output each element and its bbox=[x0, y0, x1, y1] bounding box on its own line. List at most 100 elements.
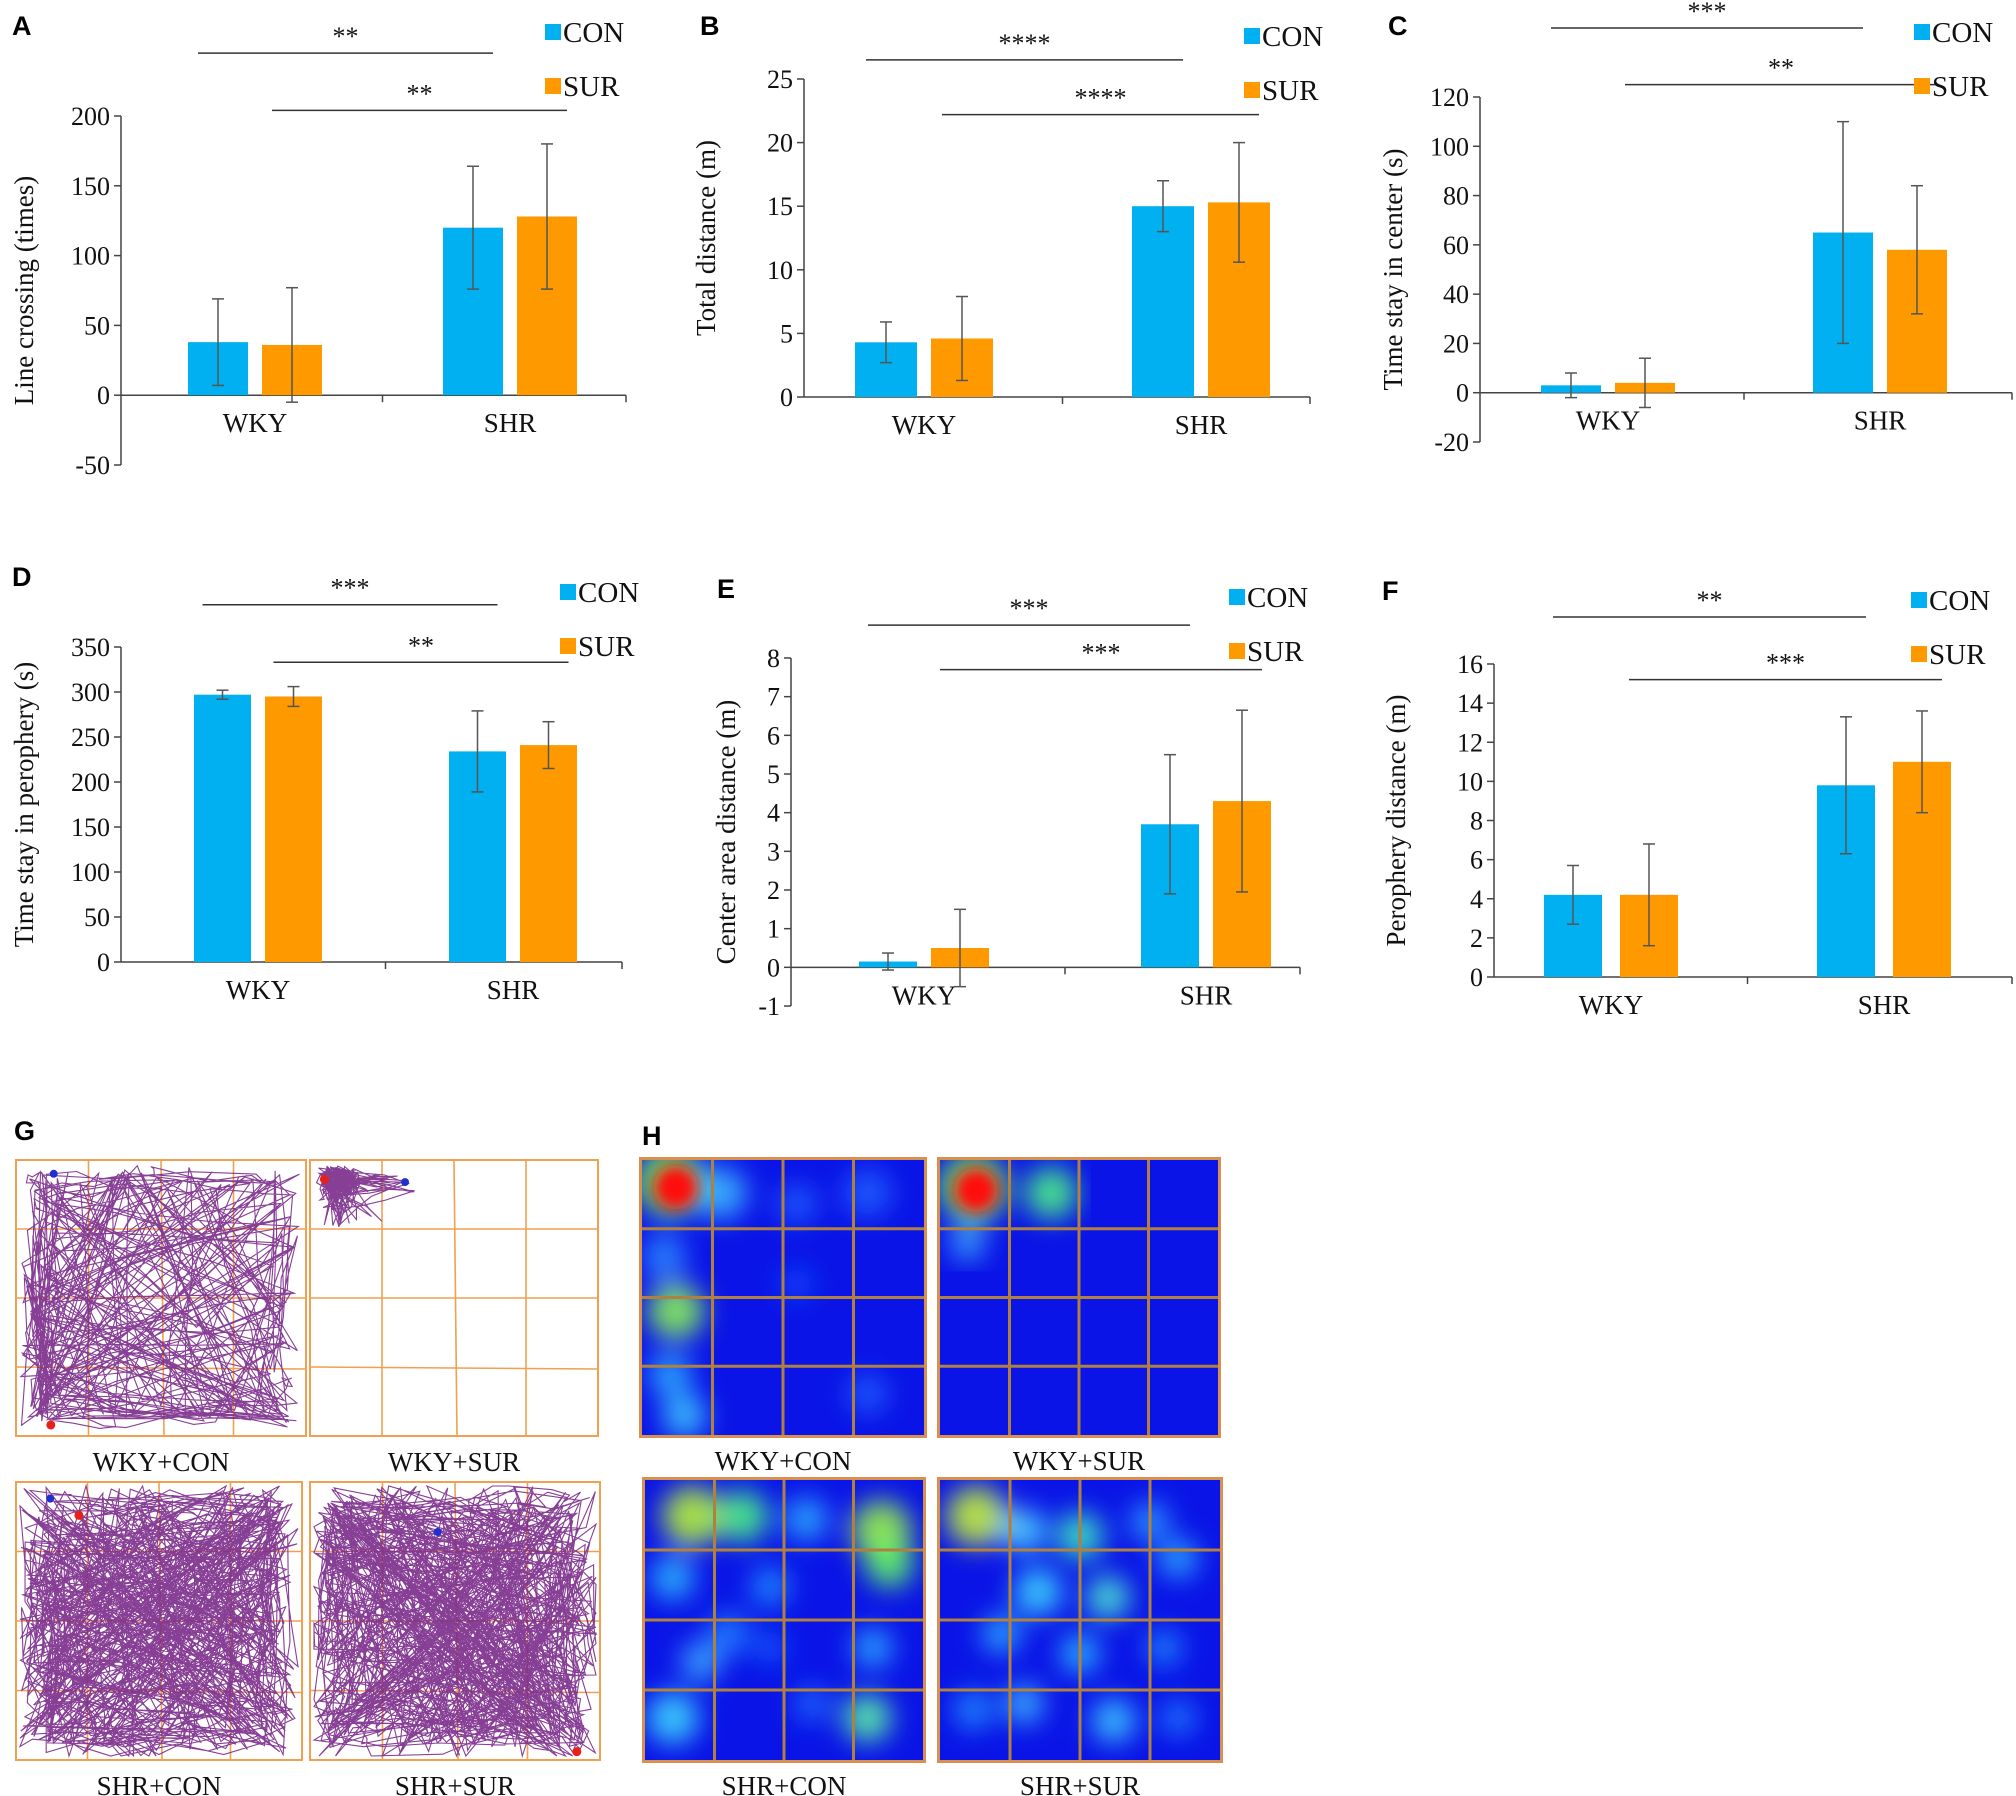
y-tick-label: 200 bbox=[71, 768, 110, 797]
significance-bracket: *** bbox=[1629, 649, 1942, 680]
y-tick-label: 0 bbox=[97, 948, 110, 977]
y-tick-label: -50 bbox=[75, 451, 110, 480]
y-tick-label: 120 bbox=[1430, 83, 1469, 112]
y-tick-label: 12 bbox=[1457, 728, 1483, 757]
legend-item-sur: SUR bbox=[1911, 639, 1986, 671]
significance-bracket: ** bbox=[1625, 54, 1937, 85]
y-tick-label: 25 bbox=[767, 65, 793, 94]
y-axis-label: Line crossing (times) bbox=[9, 176, 39, 405]
legend-label: CON bbox=[578, 577, 639, 609]
y-tick-label: 60 bbox=[1443, 231, 1469, 260]
y-tick-label: 2 bbox=[1470, 924, 1483, 953]
y-tick-label: 50 bbox=[84, 311, 110, 340]
legend-item-con: CON bbox=[545, 17, 624, 49]
bar-con-shr bbox=[1132, 206, 1194, 397]
legend-label: CON bbox=[1247, 582, 1308, 614]
y-tick-label: 250 bbox=[71, 723, 110, 752]
legend-item-con: CON bbox=[560, 577, 639, 609]
error-bar-con-wky bbox=[1565, 373, 1577, 398]
y-axis-label: Time stay in perophery (s) bbox=[9, 662, 39, 947]
chart-c: CTime stay in center (s)-200204060801001… bbox=[1378, 0, 2012, 457]
legend-swatch bbox=[1244, 82, 1260, 98]
significance-label: **** bbox=[1075, 84, 1127, 113]
legend-swatch bbox=[1911, 592, 1927, 608]
legend-label: CON bbox=[1262, 21, 1323, 53]
figure: ALine crossing (times)-50050100150200WKY… bbox=[0, 0, 2016, 1796]
map-caption: SHR+CON bbox=[97, 1771, 222, 1796]
significance-label: ** bbox=[333, 22, 359, 51]
y-axis-label: Total distance (m) bbox=[691, 140, 721, 336]
end-marker bbox=[46, 1495, 54, 1503]
map-caption: WKY+SUR bbox=[1013, 1446, 1145, 1476]
significance-bracket: **** bbox=[866, 29, 1183, 60]
category-label-wky: WKY bbox=[226, 975, 290, 1005]
y-tick-label: 8 bbox=[767, 644, 780, 673]
y-tick-label: 1 bbox=[767, 915, 780, 944]
chart-f: F Perophery distance (m) 0 2 4 6 8 10 12 14 16 WKY S… bbox=[1381, 576, 2012, 1020]
y-tick-label: 4 bbox=[767, 799, 780, 828]
y-tick-label: 7 bbox=[767, 683, 780, 712]
significance-bracket: *** bbox=[1551, 0, 1863, 28]
y-tick-label: 6 bbox=[1470, 846, 1483, 875]
heat-map-wky-sur: WKY+SUR bbox=[937, 1154, 1221, 1477]
y-tick-label: 300 bbox=[71, 678, 110, 707]
significance-label: ** bbox=[1697, 586, 1723, 615]
significance-bracket: ** bbox=[1553, 586, 1866, 617]
legend-item-con: CON bbox=[1914, 17, 1993, 49]
track-map-wky-sur: WKY+SUR bbox=[310, 1160, 598, 1477]
significance-bracket: ** bbox=[272, 79, 567, 110]
category-label-shr: SHR bbox=[1180, 980, 1233, 1010]
y-tick-label: 15 bbox=[767, 192, 793, 221]
legend-swatch bbox=[560, 638, 576, 654]
category-label-shr: SHR bbox=[1854, 406, 1907, 436]
y-tick-label: 40 bbox=[1443, 280, 1469, 309]
y-tick-label: 0 bbox=[767, 953, 780, 982]
chart-d: D Time stay in perophery (s) 0 50 100 150 200 2… bbox=[9, 562, 639, 1005]
category-label-shr: SHR bbox=[484, 408, 537, 438]
start-marker bbox=[46, 1420, 55, 1429]
y-tick-label: 8 bbox=[1470, 807, 1483, 836]
category-label-wky: WKY bbox=[892, 980, 956, 1010]
panel-g-track-plots: G WKY+CON WKY+SUR SHR+CON SHR+SUR bbox=[14, 1116, 600, 1796]
y-tick-label: 100 bbox=[1430, 132, 1469, 161]
panel-label-c: C bbox=[1388, 11, 1408, 41]
legend-label: SUR bbox=[578, 631, 635, 663]
chart-a: A Line crossing (times) -50 0 50 100 150 200 WKY… bbox=[9, 11, 626, 480]
bar-sur-wky bbox=[265, 697, 322, 963]
significance-label: *** bbox=[1766, 649, 1805, 678]
start-marker bbox=[74, 1511, 83, 1520]
start-marker bbox=[320, 1175, 329, 1184]
y-tick-label: -20 bbox=[1434, 428, 1469, 457]
panel-label-b: B bbox=[700, 11, 720, 41]
panel-label-f: F bbox=[1382, 576, 1399, 606]
y-tick-label: 0 bbox=[1456, 379, 1469, 408]
y-tick-label: 20 bbox=[1443, 329, 1469, 358]
heat-map-shr-sur: SHR+SUR bbox=[937, 1477, 1223, 1796]
y-tick-label: 4 bbox=[1470, 885, 1483, 914]
legend-label: SUR bbox=[563, 71, 620, 103]
panel-label-a: A bbox=[12, 11, 32, 41]
category-label-shr: SHR bbox=[487, 975, 540, 1005]
legend-label: SUR bbox=[1247, 636, 1304, 668]
legend-label: SUR bbox=[1262, 75, 1319, 107]
legend-swatch bbox=[1914, 24, 1930, 40]
panel-label-d: D bbox=[12, 562, 32, 592]
significance-label: *** bbox=[1010, 594, 1049, 623]
y-tick-label: 16 bbox=[1457, 650, 1483, 679]
category-label-shr: SHR bbox=[1858, 990, 1911, 1020]
bar-sur-shr bbox=[520, 745, 577, 962]
significance-label: *** bbox=[1688, 0, 1727, 26]
legend-item-sur: SUR bbox=[1244, 75, 1319, 107]
significance-label: **** bbox=[999, 29, 1051, 58]
legend-swatch bbox=[560, 584, 576, 600]
legend-swatch bbox=[1914, 78, 1930, 94]
panel-h-heat-maps: H WKY+CON WKY+SUR SHR+CON SHR+SUR bbox=[636, 1121, 1223, 1796]
map-caption: WKY+CON bbox=[715, 1446, 852, 1476]
legend-item-con: CON bbox=[1244, 21, 1323, 53]
category-label-wky: WKY bbox=[892, 410, 956, 440]
panel-label-g: G bbox=[14, 1116, 35, 1146]
y-tick-label: 0 bbox=[97, 381, 110, 410]
y-tick-label: 5 bbox=[780, 319, 793, 348]
panel-label-h: H bbox=[642, 1121, 662, 1151]
